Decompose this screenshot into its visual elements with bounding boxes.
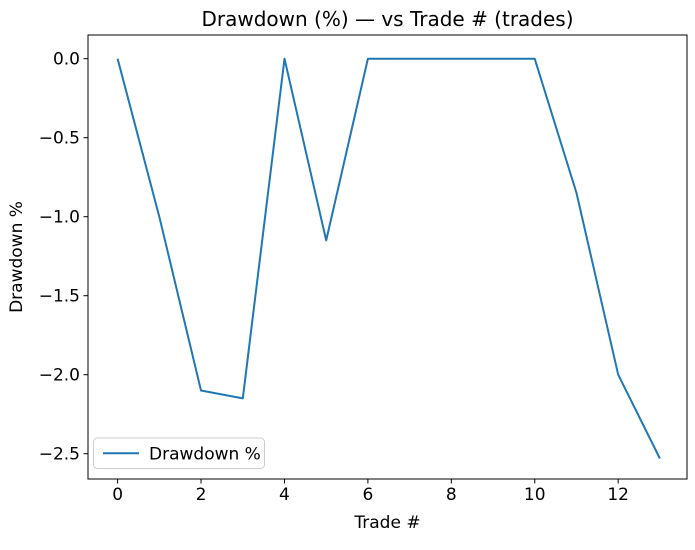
x-tick-label: 8 — [446, 485, 457, 505]
y-tick-label: 0.0 — [53, 50, 80, 70]
y-tick-label: −1.5 — [39, 287, 80, 307]
x-tick-label: 10 — [524, 485, 546, 505]
x-tick-label: 0 — [112, 485, 123, 505]
x-axis-label: Trade # — [353, 513, 420, 533]
y-tick-label: −0.5 — [39, 129, 80, 149]
legend-box — [93, 437, 265, 469]
x-tick-label: 4 — [279, 485, 290, 505]
x-tick-label: 2 — [196, 485, 207, 505]
plot-border — [87, 34, 688, 480]
y-tick-label: −1.0 — [39, 208, 80, 228]
y-tick-label: −2.5 — [39, 445, 80, 465]
y-axis-label: Drawdown % — [7, 201, 27, 313]
x-tick-label: 12 — [607, 485, 629, 505]
drawdown-series-line — [116, 57, 661, 459]
chart-title: Drawdown (%) — vs Trade # (trades) — [201, 7, 573, 31]
x-tick-label: 6 — [362, 485, 373, 505]
legend-label: Drawdown % — [149, 444, 261, 464]
y-tick-label: −2.0 — [39, 366, 80, 386]
